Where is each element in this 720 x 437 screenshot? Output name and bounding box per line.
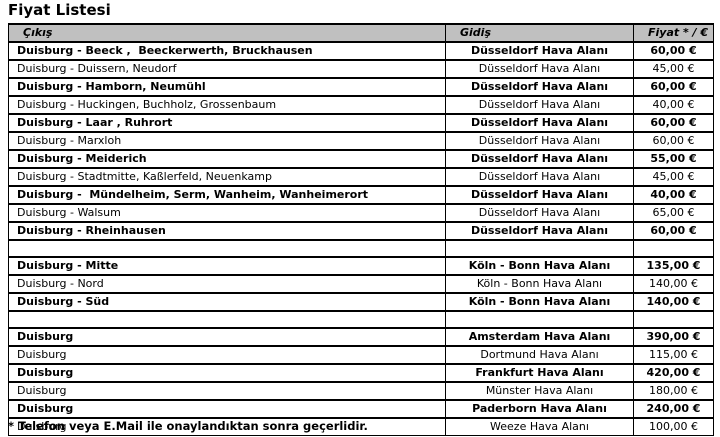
cell-fiyat: 45,00 € — [633, 167, 714, 187]
cell-cikis: Duisburg - Rheinhausen — [8, 221, 446, 241]
table-row: Duisburg - Mitte Köln - Bonn Hava Alanı 13… — [8, 256, 714, 276]
table-row: Duisburg - Rheinhausen Düsseldorf Hava Al… — [8, 221, 714, 241]
cell-cikis: Duisburg - Huckingen, Buchholz, Grossenb… — [8, 95, 446, 115]
cell-fiyat: 135,00 € — [633, 256, 714, 276]
cell-cikis: Duisburg - Mündelheim, Serm, Wanheim, Wa… — [8, 185, 446, 205]
cell-fiyat: 390,00 € — [633, 327, 714, 347]
cell-gidis: Düsseldorf Hava Alanı — [445, 167, 634, 187]
cell-fiyat: 55,00 € — [633, 149, 714, 169]
col-header-gidis: Gidiş — [445, 23, 634, 43]
table-row: Duisburg - Hamborn, Neumühl Düsseldorf Ha… — [8, 77, 714, 97]
cell-gidis: Düsseldorf Hava Alanı — [445, 149, 634, 169]
cell-fiyat: 40,00 € — [633, 95, 714, 115]
price-table: Çıkış Gidiş Fiyat * / € Duisburg - Beeck… — [8, 23, 714, 436]
table-row: Duisburg - Mündelheim, Serm, Wanheim, Wa… — [8, 185, 714, 205]
table-row: Duisburg Münster Hava Alanı 180,00 € — [8, 381, 714, 401]
cell-fiyat: 60,00 € — [633, 77, 714, 97]
cell-cikis: Duisburg - Hamborn, Neumühl — [8, 77, 446, 97]
col-header-cikis: Çıkış — [8, 23, 446, 43]
cell-gidis: Weeze Hava Alanı — [445, 417, 634, 436]
table-row: Duisburg Frankfurt Hava Alanı 420,00 € — [8, 363, 714, 383]
cell-fiyat: 140,00 € — [633, 274, 714, 294]
table-header-row: Çıkış Gidiş Fiyat * / € — [8, 23, 714, 43]
cell-fiyat: 100,00 € — [633, 417, 714, 436]
cell-cikis: Duisburg - Marxloh — [8, 131, 446, 151]
cell-gidis: Düsseldorf Hava Alanı — [445, 203, 634, 223]
cell-fiyat: 240,00 € — [633, 399, 714, 419]
cell-gidis: Düsseldorf Hava Alanı — [445, 185, 634, 205]
cell-gidis — [445, 310, 634, 329]
cell-cikis — [8, 310, 446, 329]
cell-gidis: Köln - Bonn Hava Alanı — [445, 274, 634, 294]
cell-cikis: Duisburg — [8, 363, 446, 383]
table-row: Duisburg - Stadtmitte, Kaßlerfeld, Neuen… — [8, 167, 714, 187]
table-row: Duisburg Dortmund Hava Alanı 115,00 € — [8, 345, 714, 365]
cell-gidis: Amsterdam Hava Alanı — [445, 327, 634, 347]
cell-fiyat: 140,00 € — [633, 292, 714, 312]
cell-gidis: Düsseldorf Hava Alanı — [445, 59, 634, 79]
cell-gidis: Düsseldorf Hava Alanı — [445, 131, 634, 151]
cell-fiyat: 60,00 € — [633, 131, 714, 151]
table-row: Duisburg Paderborn Hava Alanı 240,00 € — [8, 399, 714, 419]
cell-cikis: Duisburg - Meiderich — [8, 149, 446, 169]
table-row — [8, 310, 714, 329]
cell-cikis: Duisburg - Süd — [8, 292, 446, 312]
cell-fiyat: 65,00 € — [633, 203, 714, 223]
cell-gidis: Düsseldorf Hava Alanı — [445, 41, 634, 61]
cell-fiyat: 40,00 € — [633, 185, 714, 205]
table-row: Duisburg - Walsum Düsseldorf Hava Alanı 65… — [8, 203, 714, 223]
cell-gidis: Dortmund Hava Alanı — [445, 345, 634, 365]
cell-gidis: Münster Hava Alanı — [445, 381, 634, 401]
cell-gidis: Köln - Bonn Hava Alanı — [445, 292, 634, 312]
cell-gidis: Köln - Bonn Hava Alanı — [445, 256, 634, 276]
cell-fiyat: 420,00 € — [633, 363, 714, 383]
cell-gidis: Düsseldorf Hava Alanı — [445, 113, 634, 133]
cell-fiyat: 115,00 € — [633, 345, 714, 365]
table-row — [8, 239, 714, 258]
cell-cikis: Duisburg - Walsum — [8, 203, 446, 223]
table-row: Duisburg - Nord Köln - Bonn Hava Alanı 140… — [8, 274, 714, 294]
cell-gidis — [445, 239, 634, 258]
cell-gidis: Düsseldorf Hava Alanı — [445, 221, 634, 241]
cell-cikis: Duisburg - Nord — [8, 274, 446, 294]
cell-gidis: Düsseldorf Hava Alanı — [445, 95, 634, 115]
cell-fiyat: 60,00 € — [633, 41, 714, 61]
table-row: Duisburg - Süd Köln - Bonn Hava Alanı 140,… — [8, 292, 714, 312]
cell-cikis: Duisburg — [8, 399, 446, 419]
page-title: Fiyat Listesi — [8, 1, 111, 19]
price-table-body: Duisburg - Beeck , Beeckerwerth, Bruckha… — [8, 41, 714, 436]
table-row: Duisburg Weeze Hava Alanı 100,00 € — [8, 417, 714, 436]
col-header-fiyat: Fiyat * / € — [633, 23, 714, 43]
cell-cikis: Duisburg - Laar , Ruhrort — [8, 113, 446, 133]
cell-cikis: Duisburg - Mitte — [8, 256, 446, 276]
table-row: Duisburg - Huckingen, Buchholz, Grossenb… — [8, 95, 714, 115]
table-row: Duisburg - Meiderich Düsseldorf Hava Alan… — [8, 149, 714, 169]
table-row: Duisburg - Marxloh Düsseldorf Hava Alanı 6… — [8, 131, 714, 151]
cell-cikis: Duisburg — [8, 345, 446, 365]
cell-cikis: Duisburg - Beeck , Beeckerwerth, Bruckha… — [8, 41, 446, 61]
cell-fiyat: 60,00 € — [633, 221, 714, 241]
cell-gidis: Frankfurt Hava Alanı — [445, 363, 634, 383]
footnote: * Telefon veya E.Mail ile onaylandıktan … — [8, 419, 368, 433]
cell-fiyat — [633, 239, 714, 258]
cell-fiyat: 180,00 € — [633, 381, 714, 401]
cell-cikis: Duisburg - Duissern, Neudorf — [8, 59, 446, 79]
cell-cikis: Duisburg — [8, 327, 446, 347]
cell-gidis: Düsseldorf Hava Alanı — [445, 77, 634, 97]
cell-cikis: Duisburg — [8, 417, 446, 436]
cell-fiyat — [633, 310, 714, 329]
table-row: Duisburg - Laar , Ruhrort Düsseldorf Hava… — [8, 113, 714, 133]
cell-gidis: Paderborn Hava Alanı — [445, 399, 634, 419]
cell-fiyat: 60,00 € — [633, 113, 714, 133]
table-row: Duisburg - Duissern, Neudorf Düsseldorf H… — [8, 59, 714, 79]
cell-cikis: Duisburg - Stadtmitte, Kaßlerfeld, Neuen… — [8, 167, 446, 187]
cell-cikis: Duisburg — [8, 381, 446, 401]
table-row: Duisburg - Beeck , Beeckerwerth, Bruckha… — [8, 41, 714, 61]
cell-fiyat: 45,00 € — [633, 59, 714, 79]
table-row: Duisburg Amsterdam Hava Alanı 390,00 € — [8, 327, 714, 347]
cell-cikis — [8, 239, 446, 258]
